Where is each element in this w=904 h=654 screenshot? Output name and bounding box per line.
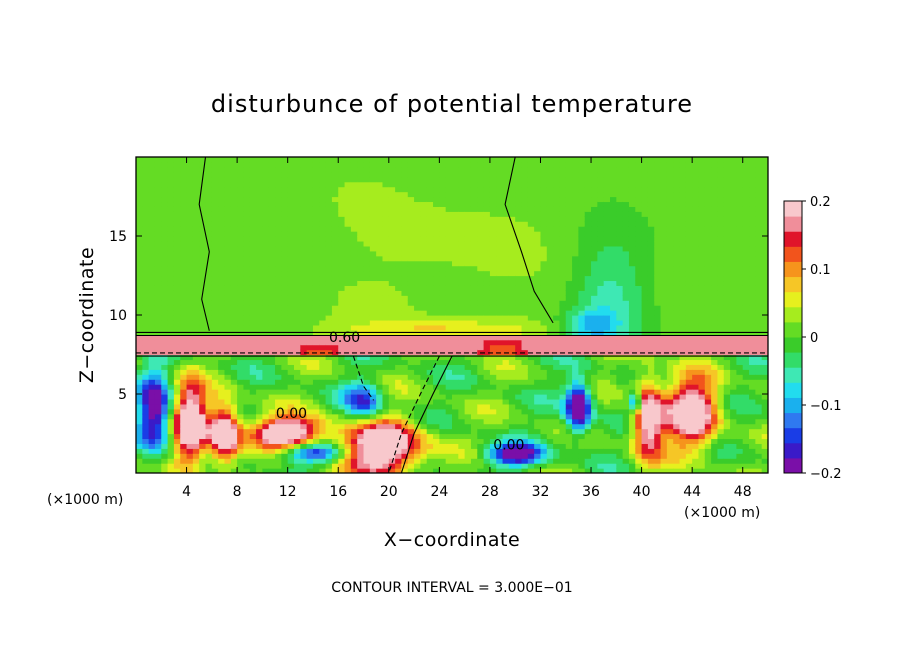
colorbar-swatch: [784, 382, 802, 398]
colorbar-swatch: [784, 337, 802, 353]
colorbar-swatch: [784, 321, 802, 338]
colorbar-swatch: [784, 231, 802, 247]
colorbar: [783, 200, 803, 474]
colorbar-swatch: [784, 276, 802, 293]
chart-title: disturbunce of potential temperature: [211, 90, 693, 118]
y-tick-label: 5: [118, 387, 127, 403]
contour-lines: [136, 157, 768, 473]
colorbar-swatch: [784, 412, 802, 429]
x-axis-ticks: 4 8 12 16 20 24 28 32 36 40 44 48: [182, 157, 752, 500]
colorbar-swatch: [784, 246, 802, 262]
y-axis-ticks: 5 10 15: [109, 229, 768, 403]
x-tick-label: 20: [380, 484, 398, 500]
colorbar-swatch: [784, 306, 802, 323]
y-tick-label: 10: [109, 308, 127, 324]
y-axis-label: Z−coordinate: [76, 247, 98, 383]
colorbar-swatch: [784, 397, 802, 414]
colorbar-swatch: [784, 261, 802, 278]
y-tick-label: 15: [109, 229, 127, 245]
heatmap-field: [136, 157, 768, 473]
contour-interval-note: CONTOUR INTERVAL = 3.000E−01: [331, 580, 572, 596]
colorbar-swatch: [784, 352, 802, 368]
colorbar-tick-label: −0.2: [810, 467, 842, 482]
colorbar-swatch: [784, 216, 802, 232]
colorbar-tick-label: 0.2: [810, 195, 831, 210]
colorbar-swatch: [784, 442, 802, 459]
contour-label: 0.60: [329, 330, 360, 346]
colorbar-tick-label: 0.1: [810, 263, 831, 278]
contour-label: 0.00: [493, 438, 524, 454]
colorbar-swatch: [784, 427, 802, 444]
x-tick-label: 16: [329, 484, 347, 500]
contour-labels: 0.60 0.00 0.00: [276, 330, 525, 453]
x-tick-label: 44: [683, 484, 701, 500]
x-tick-label: 12: [279, 484, 297, 500]
x-tick-label: 8: [233, 484, 242, 500]
x-tick-label: 48: [734, 484, 752, 500]
x-tick-label: 4: [182, 484, 191, 500]
y-axis-unit: (×1000 m): [47, 492, 123, 508]
contour-label: 0.00: [276, 406, 307, 422]
colorbar-tick-label: −0.1: [810, 399, 842, 414]
x-tick-label: 24: [430, 484, 448, 500]
x-tick-label: 28: [481, 484, 499, 500]
colorbar-ticks: 0.2 0.1 0 −0.1 −0.2: [802, 195, 842, 482]
x-axis-unit: (×1000 m): [684, 505, 760, 521]
colorbar-swatch: [784, 367, 802, 383]
x-tick-label: 32: [532, 484, 550, 500]
colorbar-swatch: [784, 291, 802, 308]
x-tick-label: 40: [633, 484, 651, 500]
x-axis-label: X−coordinate: [384, 529, 520, 551]
x-tick-label: 36: [582, 484, 600, 500]
colorbar-swatch: [784, 201, 802, 217]
colorbar-swatch: [784, 457, 802, 474]
colorbar-tick-label: 0: [810, 331, 818, 346]
